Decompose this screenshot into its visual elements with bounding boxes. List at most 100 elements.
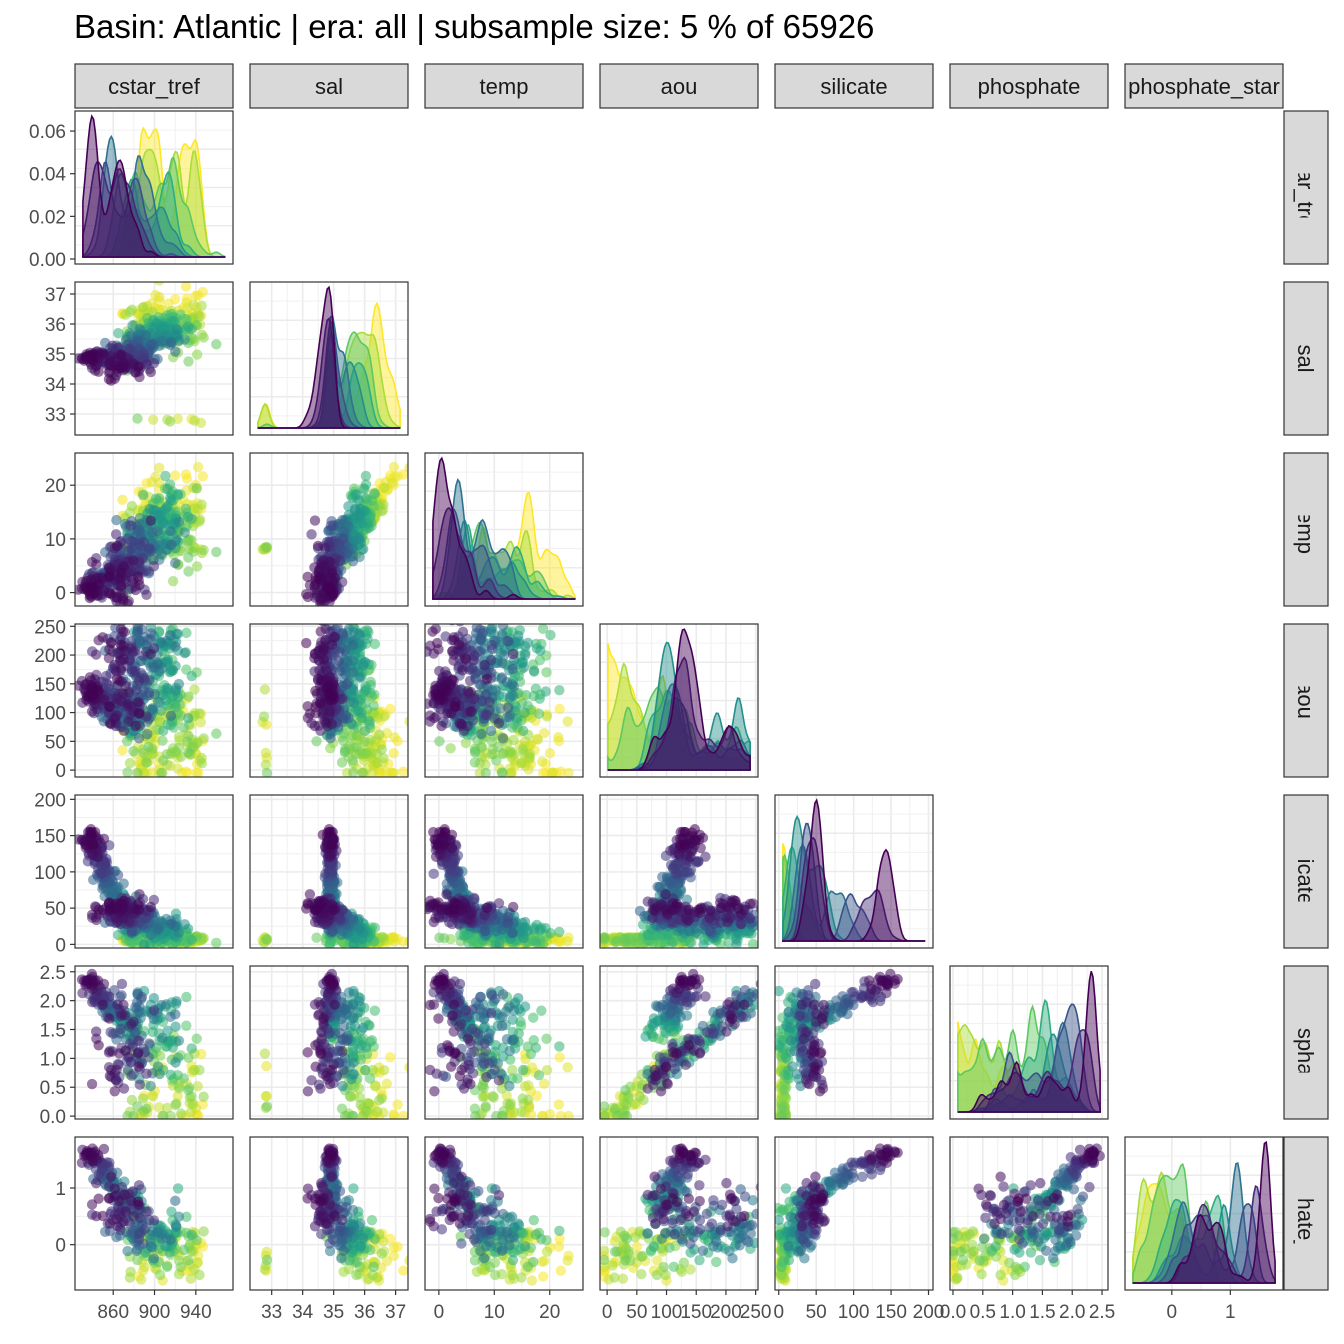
scatter-point: [371, 757, 383, 769]
scatter-point: [353, 495, 365, 506]
scatter-point: [485, 725, 497, 737]
scatter-point: [117, 745, 128, 756]
scatter-point: [126, 520, 137, 531]
scatter-point: [103, 701, 115, 712]
scatter-point: [118, 688, 129, 700]
scatter-point: [195, 716, 207, 728]
scatter-point: [491, 755, 502, 766]
scatter-point: [469, 747, 481, 758]
scatter-point: [145, 339, 157, 351]
scatter-point: [436, 720, 447, 732]
scatter-point: [309, 515, 321, 526]
panel-border: [74, 110, 234, 265]
scatter-point: [519, 649, 531, 661]
scatter-point: [182, 712, 194, 724]
scatter-point: [325, 743, 336, 754]
scatter-point: [183, 356, 194, 367]
scatter-point: [369, 638, 381, 650]
scatter-point: [182, 321, 194, 332]
scatter-point: [118, 725, 130, 736]
column-strip-label: phosphate: [978, 74, 1081, 99]
scatter-point: [115, 350, 127, 361]
scatter-point: [183, 543, 195, 555]
scatter-point: [339, 747, 351, 758]
scatter-point: [141, 757, 152, 768]
scatter-point: [359, 686, 370, 697]
scatter-point: [107, 886, 118, 898]
scatter-point: [493, 741, 504, 753]
scatter-point: [198, 332, 209, 343]
panel-border: [424, 623, 584, 778]
scatter-points: [257, 461, 408, 606]
row-strip-phosphate: phosphate: [1283, 965, 1329, 1120]
scatter-point: [350, 741, 362, 753]
scatter-point: [123, 343, 135, 355]
panel-border: [74, 623, 234, 778]
scatter-point: [156, 705, 167, 716]
scatter-point: [563, 767, 574, 777]
scatter-point: [111, 673, 123, 685]
column-strip-phosphate_star: phosphate_star: [1124, 63, 1284, 109]
scatter-point: [103, 652, 115, 664]
scatter-point: [141, 359, 152, 370]
scatter-point: [353, 628, 365, 640]
scatter-point: [196, 758, 208, 769]
panel-silicate-vs-cstar_tref: [74, 794, 234, 949]
scatter-point: [87, 581, 98, 592]
scatter-point: [538, 727, 550, 739]
scatter-point: [173, 335, 185, 346]
scatter-point: [522, 637, 534, 649]
scatter-point: [158, 321, 169, 332]
scatter-point: [498, 649, 510, 661]
scatter-point: [196, 499, 207, 510]
scatter-point: [178, 722, 189, 733]
scatter-point: [449, 701, 461, 712]
scatter-point: [115, 639, 127, 651]
scatter-point: [158, 755, 169, 766]
scatter-point: [427, 626, 438, 637]
panel-border: [249, 281, 409, 436]
scatter-point: [145, 628, 157, 639]
scatter-point: [165, 539, 177, 551]
scatter-point: [197, 471, 208, 482]
column-strip-temp: temp: [424, 63, 584, 109]
density-layer-0: [82, 114, 226, 258]
scatter-point: [141, 589, 152, 600]
scatter-point: [117, 626, 129, 637]
scatter-point: [446, 675, 458, 686]
scatter-point: [261, 541, 273, 553]
scatter-point: [404, 716, 408, 727]
row-strip-aou: aou: [1283, 623, 1329, 778]
scatter-point: [497, 657, 508, 669]
scatter-point: [312, 540, 324, 552]
scatter-point: [322, 682, 333, 694]
scatter-point: [387, 767, 398, 777]
scatter-point: [143, 687, 155, 698]
column-strip-label: sal: [315, 74, 343, 99]
scatter-point: [173, 678, 185, 690]
density-curves: [257, 285, 401, 429]
scatter-point: [132, 361, 144, 372]
scatter-point: [165, 710, 177, 721]
scatter-point: [211, 546, 222, 558]
scatter-point: [480, 767, 491, 777]
scatter-point: [513, 635, 525, 647]
scatter-point: [179, 919, 190, 930]
scatter-point: [545, 629, 556, 641]
scatter-point: [555, 766, 567, 777]
scatter-point: [360, 725, 371, 737]
scatter-point: [518, 662, 529, 673]
scatter-point: [541, 711, 553, 722]
scatter-point: [457, 665, 468, 676]
density-layer-0: [432, 456, 576, 600]
scatter-point: [329, 572, 340, 584]
scatter-point: [167, 665, 178, 676]
scatter-point: [315, 626, 326, 637]
scatter-point: [516, 757, 527, 769]
scatter-point: [309, 652, 320, 664]
scatter-point: [389, 732, 400, 743]
scatter-point: [154, 697, 165, 708]
scatter-point: [517, 725, 529, 737]
scatter-point: [434, 736, 445, 747]
